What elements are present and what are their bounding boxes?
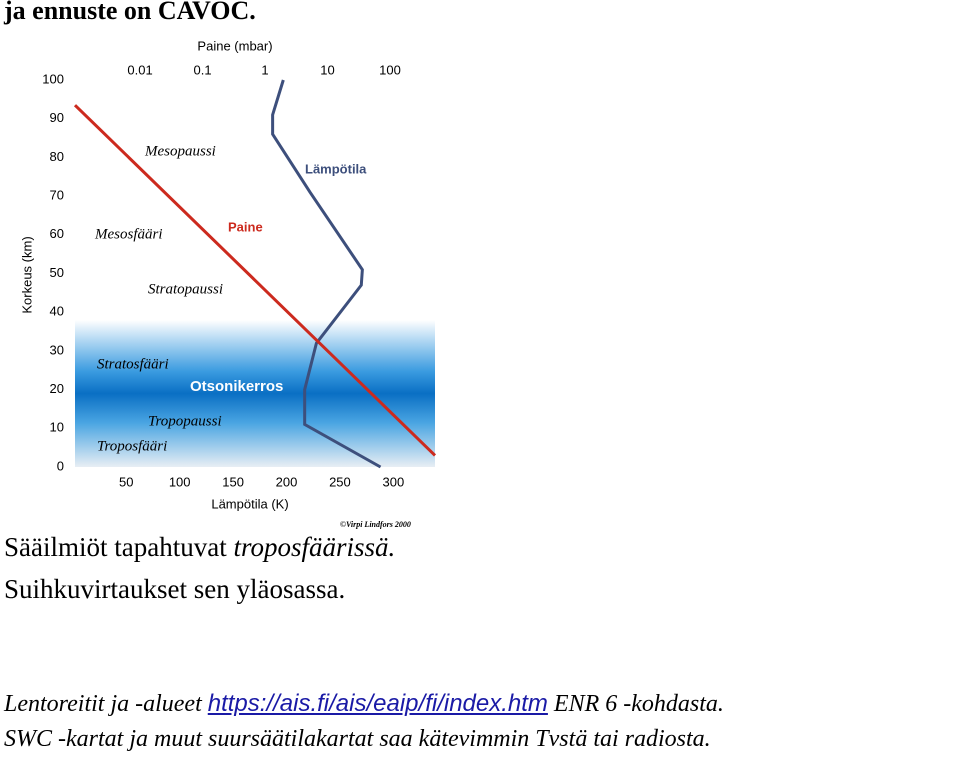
y-tick-label: 50 [50, 265, 64, 280]
annotation: Mesopaussi [144, 143, 216, 159]
x-tick-label: 150 [222, 474, 244, 489]
x-tick-label: 200 [276, 474, 298, 489]
series-line [73, 104, 437, 457]
annotation: Troposfääri [97, 438, 167, 454]
x-axis-title: Lämpötila (K) [211, 496, 288, 511]
top-tick-label: 10 [320, 62, 334, 77]
ozone-band [75, 320, 435, 467]
y-tick-label: 0 [57, 458, 64, 473]
text: SWC -kartat ja muut suursäätilakartat sa… [4, 726, 711, 752]
annotation: Mesosfääri [94, 226, 163, 242]
y-axis-title: Korkeus (km) [19, 236, 34, 313]
series-line [271, 79, 382, 469]
text: Sääilmiöt tapahtuvat [4, 532, 227, 562]
paragraph: Sääilmiöt tapahtuvat troposfäärissä. [4, 532, 395, 563]
y-tick-label: 20 [50, 381, 64, 396]
annotation: Otsonikerros [190, 378, 283, 395]
annotation: ©Virpi Lindfors 2000 [340, 520, 411, 529]
y-tick-label: 10 [50, 420, 64, 435]
top-tick-label: 100 [379, 62, 401, 77]
paragraph: Suihkuvirtaukset sen yläosassa. [4, 574, 345, 605]
text: Lentoreitit ja -alueet [4, 691, 202, 717]
y-tick-label: 70 [50, 188, 64, 203]
x-tick-label: 250 [329, 474, 351, 489]
annotation: Tropopaussi [148, 413, 222, 429]
top-tick-label: 1 [261, 62, 268, 77]
heading: ja ennuste on CAVOC. [4, 0, 256, 25]
text: ENR 6 -kohdasta. [553, 691, 724, 717]
y-tick-label: 40 [50, 304, 64, 319]
top-tick-label: 0.01 [127, 62, 152, 77]
note: Lentoreitit ja -alueet https://ais.fi/ai… [4, 690, 724, 718]
text: Suihkuvirtaukset sen yläosassa. [4, 574, 346, 604]
x-tick-label: 100 [169, 474, 191, 489]
annotation: Stratopaussi [148, 281, 223, 297]
figure: Paine (mbar) Lämpötila (K) Korkeus (km) … [19, 38, 437, 529]
annotation: Stratosfääri [97, 356, 169, 372]
y-tick-label: 100 [42, 71, 64, 86]
top-axis-title: Paine (mbar) [197, 38, 272, 53]
note: SWC -kartat ja muut suursäätilakartat sa… [4, 726, 711, 753]
y-tick-label: 60 [50, 226, 64, 241]
series-label: Lämpötila [305, 161, 367, 176]
y-tick-label: 30 [50, 342, 64, 357]
y-tick-label: 90 [50, 110, 64, 125]
series-label: Paine [228, 219, 263, 234]
y-tick-label: 80 [50, 149, 64, 164]
emphasis: troposfäärissä. [233, 532, 396, 562]
top-tick-label: 0.1 [193, 62, 211, 77]
x-tick-label: 50 [119, 474, 133, 489]
x-tick-label: 300 [382, 474, 404, 489]
link[interactable]: https://ais.fi/ais/eaip/fi/index.htm [207, 690, 548, 717]
